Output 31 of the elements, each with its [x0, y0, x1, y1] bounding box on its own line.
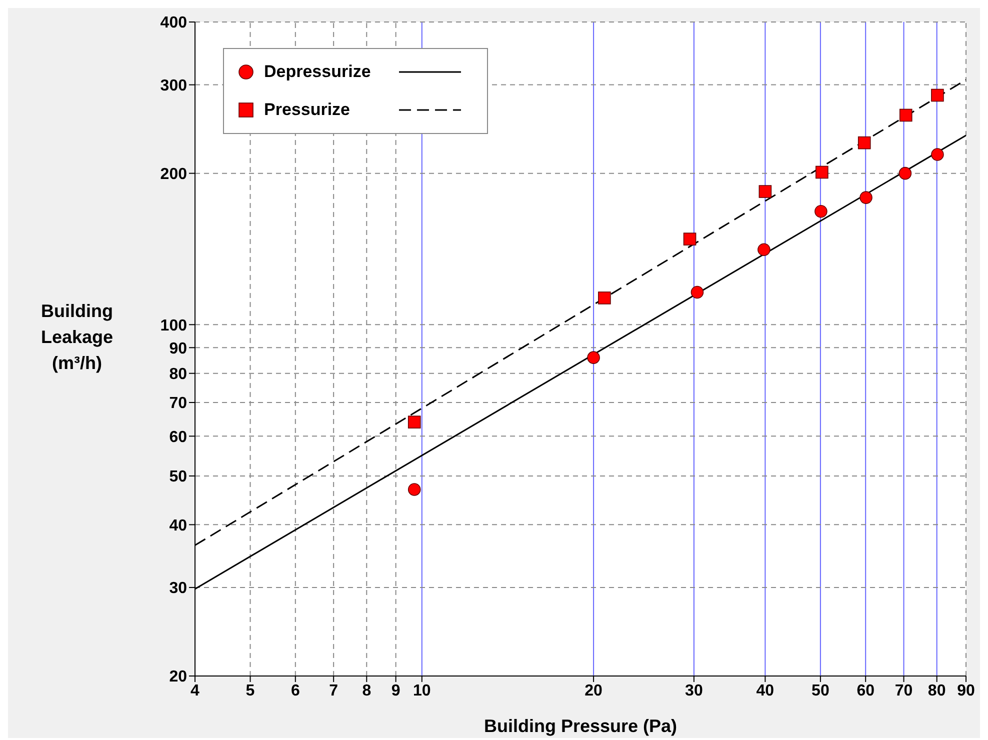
- y-tick-label: 100: [160, 317, 188, 334]
- x-axis-title: Building Pressure (Pa): [484, 716, 678, 736]
- x-tick-label: 5: [246, 682, 255, 700]
- x-tick-label: 9: [391, 682, 400, 700]
- legend-label: Pressurize: [264, 100, 351, 120]
- x-tick-label: 30: [685, 682, 703, 700]
- x-tick-label: 70: [894, 682, 913, 700]
- x-tick-label: 10: [413, 682, 431, 700]
- y-tick-label: 40: [169, 517, 188, 534]
- x-tick-label: 60: [856, 682, 875, 700]
- y-axis-title: Building Leakage (m³/h): [40, 300, 114, 375]
- x-tick-label: 20: [584, 682, 603, 700]
- y-tick-label: 200: [160, 166, 188, 183]
- x-tick-label: 80: [928, 682, 946, 700]
- x-tick-label: 90: [957, 682, 975, 700]
- y-tick-label: 50: [169, 468, 188, 486]
- y-tick-label: 20: [169, 668, 188, 686]
- x-tick-label: 40: [756, 682, 774, 700]
- x-tick-label: 4: [190, 682, 200, 700]
- y-tick-label: 70: [169, 395, 188, 412]
- y-tick-label: 30: [169, 580, 188, 598]
- y-tick-label: 60: [169, 428, 188, 446]
- x-tick-label: 6: [290, 682, 300, 700]
- x-tick-label: 8: [362, 682, 372, 700]
- y-tick-label: 400: [160, 14, 188, 32]
- legend-label: Depressurize: [264, 62, 372, 82]
- y-tick-label: 90: [169, 340, 188, 358]
- x-tick-label: 7: [329, 682, 338, 700]
- y-tick-label: 80: [169, 366, 188, 384]
- y-tick-label: 300: [160, 77, 188, 94]
- x-tick-label: 50: [812, 682, 830, 700]
